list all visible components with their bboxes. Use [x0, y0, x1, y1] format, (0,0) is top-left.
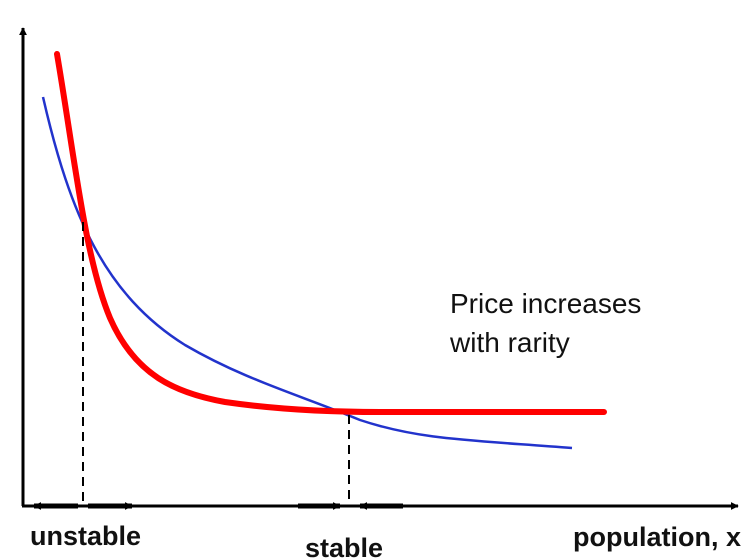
stable-label: stable: [305, 533, 383, 560]
annotation-line-2: with rarity: [449, 327, 570, 358]
x-axis-label: population, x: [573, 522, 741, 552]
unstable-label: unstable: [30, 521, 141, 551]
annotation-line-1: Price increases: [450, 288, 641, 319]
blue-curve: [41, 96, 573, 450]
red-curve: [54, 51, 607, 415]
